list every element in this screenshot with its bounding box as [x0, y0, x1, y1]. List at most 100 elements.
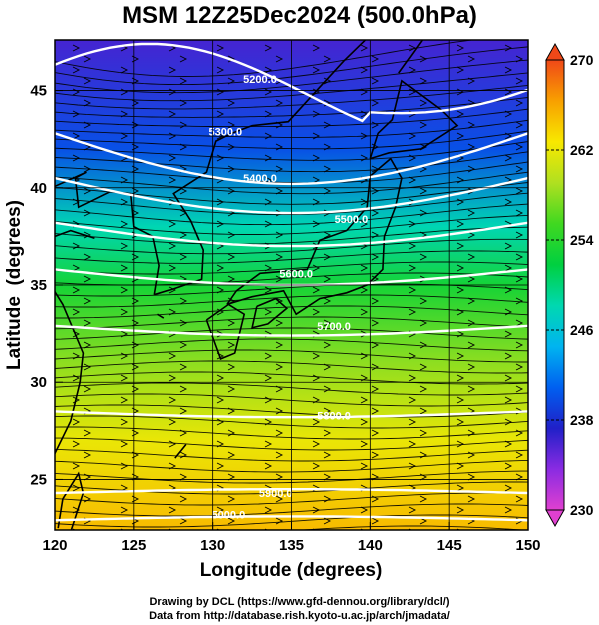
- streamline-arrow: [216, 198, 225, 206]
- streamline-arrow: [371, 495, 380, 503]
- streamline-arrow: [72, 154, 81, 162]
- streamline-arrow: [515, 495, 524, 503]
- x-axis-label: Longitude (degrees): [200, 560, 383, 581]
- streamline-arrow: [515, 275, 524, 283]
- streamline-arrow: [216, 132, 225, 140]
- streamline-arrow: [323, 297, 332, 305]
- streamline-arrow: [467, 495, 476, 503]
- streamline-arrow: [408, 44, 417, 52]
- streamline-arrow: [264, 176, 273, 184]
- streamline-arrow: [216, 154, 225, 162]
- y-tick-label: 45: [30, 83, 47, 100]
- streamline-arrow: [504, 484, 513, 492]
- streamline-arrow: [227, 187, 236, 195]
- streamline-arrow: [275, 231, 284, 239]
- streamline-arrow: [227, 55, 236, 63]
- streamline-arrow: [275, 495, 284, 503]
- streamline-arrow: [323, 275, 332, 283]
- contour-label: 5600.0: [279, 268, 313, 280]
- streamline-arrow: [227, 473, 236, 481]
- streamline-arrow: [227, 121, 236, 129]
- streamline-arrow: [419, 517, 428, 525]
- coastline: [398, 40, 424, 74]
- streamline-arrow: [168, 352, 177, 360]
- streamline-arrow: [515, 99, 524, 107]
- streamline-arrow: [168, 308, 177, 316]
- colorbar: 230 238 246 254 262 270: [545, 42, 594, 528]
- streamline-arrow: [419, 385, 428, 393]
- streamline-arrow: [419, 407, 428, 415]
- streamline-arrow: [275, 55, 284, 63]
- streamline-arrow: [179, 363, 188, 371]
- y-axis-label: Latitude (degrees): [4, 200, 25, 370]
- streamline-arrow: [515, 209, 524, 217]
- streamline-arrow: [72, 66, 81, 74]
- streamline-arrow: [216, 220, 225, 228]
- streamline-arrow: [408, 220, 417, 228]
- streamline-arrow: [419, 99, 428, 107]
- contour-label: 5800.0: [317, 410, 351, 422]
- streamline-arrow: [275, 253, 284, 261]
- streamline-arrow: [504, 110, 513, 118]
- streamline-arrow: [467, 165, 476, 173]
- streamline-arrow: [504, 132, 513, 140]
- streamline-arrow: [83, 209, 92, 217]
- coastline: [57, 471, 85, 530]
- streamline-arrow: [83, 121, 92, 129]
- coastline: [55, 229, 95, 456]
- streamline-arrow: [504, 506, 513, 514]
- streamline-arrow: [360, 44, 369, 52]
- streamline-arrow: [360, 110, 369, 118]
- streamline-arrow: [120, 220, 129, 228]
- streamline-arrow: [168, 220, 177, 228]
- plot-area: 5000.0 5200.0 5300.0 5400.0 5500.0 5600.0 5700…: [55, 40, 528, 530]
- streamline-arrow: [504, 44, 513, 52]
- streamline-arrow: [168, 132, 177, 140]
- streamline-arrow: [504, 418, 513, 426]
- streamline-arrow: [371, 297, 380, 305]
- streamline-arrow: [419, 253, 428, 261]
- streamline-arrow: [83, 99, 92, 107]
- coastline: [205, 303, 246, 360]
- streamline-arrow: [360, 264, 369, 272]
- streamline-arrow: [456, 198, 465, 206]
- streamline-arrow: [419, 121, 428, 129]
- streamline-arrow: [120, 418, 129, 426]
- streamline-arrow: [312, 176, 321, 184]
- streamline-arrow: [323, 495, 332, 503]
- streamline-arrow: [168, 66, 177, 74]
- streamline-arrow: [323, 121, 332, 129]
- streamline-arrow: [168, 264, 177, 272]
- x-tick-label: 150: [515, 537, 540, 554]
- streamline-arrow: [419, 429, 428, 437]
- streamline-arrow: [467, 121, 476, 129]
- streamline-arrow: [371, 473, 380, 481]
- streamline-arrow: [504, 440, 513, 448]
- streamline-arrow: [168, 110, 177, 118]
- streamline-arrow: [504, 462, 513, 470]
- streamline-arrow: [179, 451, 188, 459]
- streamline-arrow: [83, 473, 92, 481]
- streamline-arrow: [515, 363, 524, 371]
- streamline-arrow: [83, 55, 92, 63]
- streamline-arrow: [179, 319, 188, 327]
- streamline-arrow: [216, 44, 225, 52]
- coastline: [226, 157, 403, 316]
- streamline-arrow: [456, 66, 465, 74]
- streamline-arrow: [120, 308, 129, 316]
- streamline-arrow: [179, 55, 188, 63]
- streamline-arrow: [515, 77, 524, 85]
- streamline-arrow: [216, 66, 225, 74]
- streamline-arrow: [419, 495, 428, 503]
- streamline-arrow: [120, 330, 129, 338]
- streamline-arrow: [515, 165, 524, 173]
- streamline-arrow: [323, 429, 332, 437]
- streamline-arrow: [360, 154, 369, 162]
- streamline-arrow: [360, 418, 369, 426]
- streamline-arrow: [275, 99, 284, 107]
- colorbar-tick-label: 238: [570, 412, 594, 428]
- streamline-arrow: [120, 176, 129, 184]
- streamline-arrow: [360, 396, 369, 404]
- streamline-arrow: [504, 286, 513, 294]
